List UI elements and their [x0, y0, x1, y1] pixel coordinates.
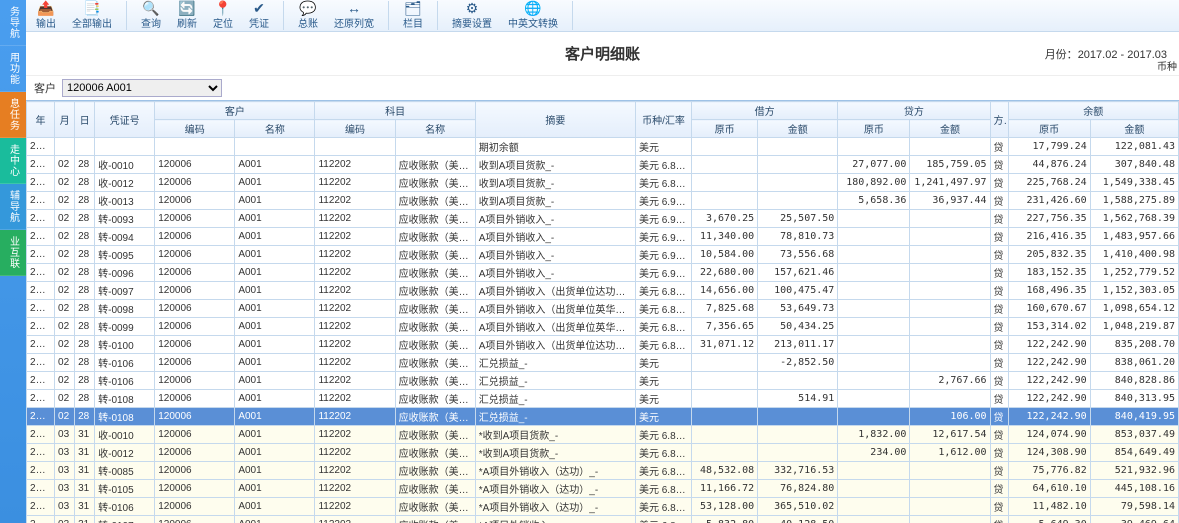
table-row[interactable]: 20170228收-0010120006A001112202应收账款（美元）收到… — [27, 156, 1179, 174]
col-year[interactable]: 年 — [27, 102, 55, 138]
toolbar-栏目[interactable]: 🗂栏目 — [399, 1, 427, 30]
table-row[interactable]: 20170228转-0097120006A001112202应收账款（美元）A项… — [27, 282, 1179, 300]
table-row[interactable]: 20170228转-0095120006A001112202应收账款（美元）A项… — [27, 246, 1179, 264]
page-title: 客户明细账 — [565, 43, 640, 64]
sidebar-item-4[interactable]: 辅导航 — [0, 184, 26, 230]
toolbar-icon: ✔ — [253, 1, 265, 15]
sidebar-item-1[interactable]: 用功能 — [0, 46, 26, 92]
toolbar-查询[interactable]: 🔍查询 — [137, 1, 165, 30]
toolbar-还原列宽[interactable]: ↔还原列宽 — [330, 1, 378, 30]
toolbar-icon: 🔍 — [142, 1, 159, 15]
customer-filter-select[interactable]: 120006 A001 — [62, 79, 222, 97]
table-row[interactable]: 20170228转-0094120006A001112202应收账款（美元）A项… — [27, 228, 1179, 246]
toolbar-输出[interactable]: 📤输出 — [32, 1, 60, 30]
col-summary[interactable]: 摘要 — [475, 102, 635, 138]
sidebar-item-5[interactable]: 业互联 — [0, 230, 26, 276]
toolbar: 📤输出 📑全部输出 🔍查询 🔄刷新 📍定位 ✔凭证 💬总账 ↔还原列宽 🗂栏目 ⚙摘要设置 🌐中英文… — [26, 0, 1179, 32]
table-row[interactable]: 20170228转-0099120006A001112202应收账款（美元）A项… — [27, 318, 1179, 336]
toolbar-摘要设置[interactable]: ⚙摘要设置 — [448, 1, 496, 30]
toolbar-icon: 🗂 — [404, 1, 422, 15]
toolbar-凭证[interactable]: ✔凭证 — [245, 1, 273, 30]
toolbar-中英文转换[interactable]: 🌐中英文转换 — [504, 1, 562, 30]
toolbar-icon: 🔄 — [178, 1, 195, 15]
col-customer[interactable]: 客户 — [155, 102, 315, 120]
table-row[interactable]: 20170228转-0108120006A001112202应收账款（美元）汇兑… — [27, 408, 1179, 426]
toolbar-icon: 📍 — [214, 1, 231, 15]
table-row[interactable]: 20170228转-0100120006A001112202应收账款（美元）A项… — [27, 336, 1179, 354]
period: 月份：2017.02 - 2017.03 — [1045, 46, 1167, 62]
toolbar-icon: ⚙ — [466, 1, 479, 15]
currency-unit-label: 币种 — [1157, 58, 1177, 73]
table-row[interactable]: 20170228收-0012120006A001112202应收账款（美元）收到… — [27, 174, 1179, 192]
table-row[interactable]: 20170331收-0010120006A001112202应收账款（美元）*收… — [27, 426, 1179, 444]
col-balance[interactable]: 余额 — [1008, 102, 1178, 120]
title-bar: 客户明细账 月份：2017.02 - 2017.03 币种 — [26, 32, 1179, 76]
toolbar-刷新[interactable]: 🔄刷新 — [173, 1, 201, 30]
toolbar-icon: ↔ — [347, 1, 361, 15]
sidebar-item-0[interactable]: 务导航 — [0, 0, 26, 46]
table-row[interactable]: 20170228转-0108120006A001112202应收账款（美元）汇兑… — [27, 390, 1179, 408]
toolbar-定位[interactable]: 📍定位 — [209, 1, 237, 30]
toolbar-icon: 📤 — [37, 1, 54, 15]
toolbar-全部输出[interactable]: 📑全部输出 — [68, 1, 116, 30]
table-row[interactable]: 20170228收-0013120006A001112202应收账款（美元）收到… — [27, 192, 1179, 210]
customer-filter-label: 客户 — [34, 80, 56, 96]
col-voucher[interactable]: 凭证号 — [95, 102, 155, 138]
toolbar-icon: 📑 — [83, 1, 100, 15]
sidebar-item-2[interactable]: 息任务 — [0, 92, 26, 138]
sidebar-item-3[interactable]: 走中心 — [0, 138, 26, 184]
filter-row: 客户 120006 A001 — [26, 76, 1179, 100]
ledger-table: 年 月 日 凭证号 客户 科目 摘要 币种/汇率 借方 贷方 方向 余额 — [26, 101, 1179, 523]
col-month[interactable]: 月 — [55, 102, 75, 138]
table-row[interactable]: 20170228转-0093120006A001112202应收账款（美元）A项… — [27, 210, 1179, 228]
col-debit[interactable]: 借方 — [692, 102, 838, 120]
toolbar-icon: 💬 — [299, 1, 316, 15]
table-row[interactable]: 20170331转-0085120006A001112202应收账款（美元）*A… — [27, 462, 1179, 480]
col-dir[interactable]: 方向 — [990, 102, 1008, 138]
table-row[interactable]: 20170228转-0096120006A001112202应收账款（美元）A项… — [27, 264, 1179, 282]
toolbar-总账[interactable]: 💬总账 — [294, 1, 322, 30]
table-row[interactable]: 20170331转-0106120006A001112202应收账款（美元）*A… — [27, 498, 1179, 516]
ledger-table-wrap[interactable]: 年 月 日 凭证号 客户 科目 摘要 币种/汇率 借方 贷方 方向 余额 — [26, 100, 1179, 523]
table-row[interactable]: 20170331收-0012120006A001112202应收账款（美元）*收… — [27, 444, 1179, 462]
col-credit[interactable]: 贷方 — [838, 102, 990, 120]
col-ccy[interactable]: 币种/汇率 — [635, 102, 691, 138]
table-row[interactable]: 20170331转-0105120006A001112202应收账款（美元）*A… — [27, 480, 1179, 498]
table-row[interactable]: 20170228转-0098120006A001112202应收账款（美元）A项… — [27, 300, 1179, 318]
sidebar: 务导航用功能息任务走中心辅导航业互联 — [0, 0, 26, 523]
table-row[interactable]: 20170331转-0107120006A001112202应收账款（美元）*A… — [27, 516, 1179, 523]
table-row[interactable]: 20170228转-0106120006A001112202应收账款（美元）汇兑… — [27, 372, 1179, 390]
col-subject[interactable]: 科目 — [315, 102, 475, 120]
table-row[interactable]: 20170228转-0106120006A001112202应收账款（美元）汇兑… — [27, 354, 1179, 372]
toolbar-icon: 🌐 — [524, 1, 541, 15]
col-day[interactable]: 日 — [75, 102, 95, 138]
table-row[interactable]: 2017期初余额美元贷17,799.24122,081.43 — [27, 138, 1179, 156]
